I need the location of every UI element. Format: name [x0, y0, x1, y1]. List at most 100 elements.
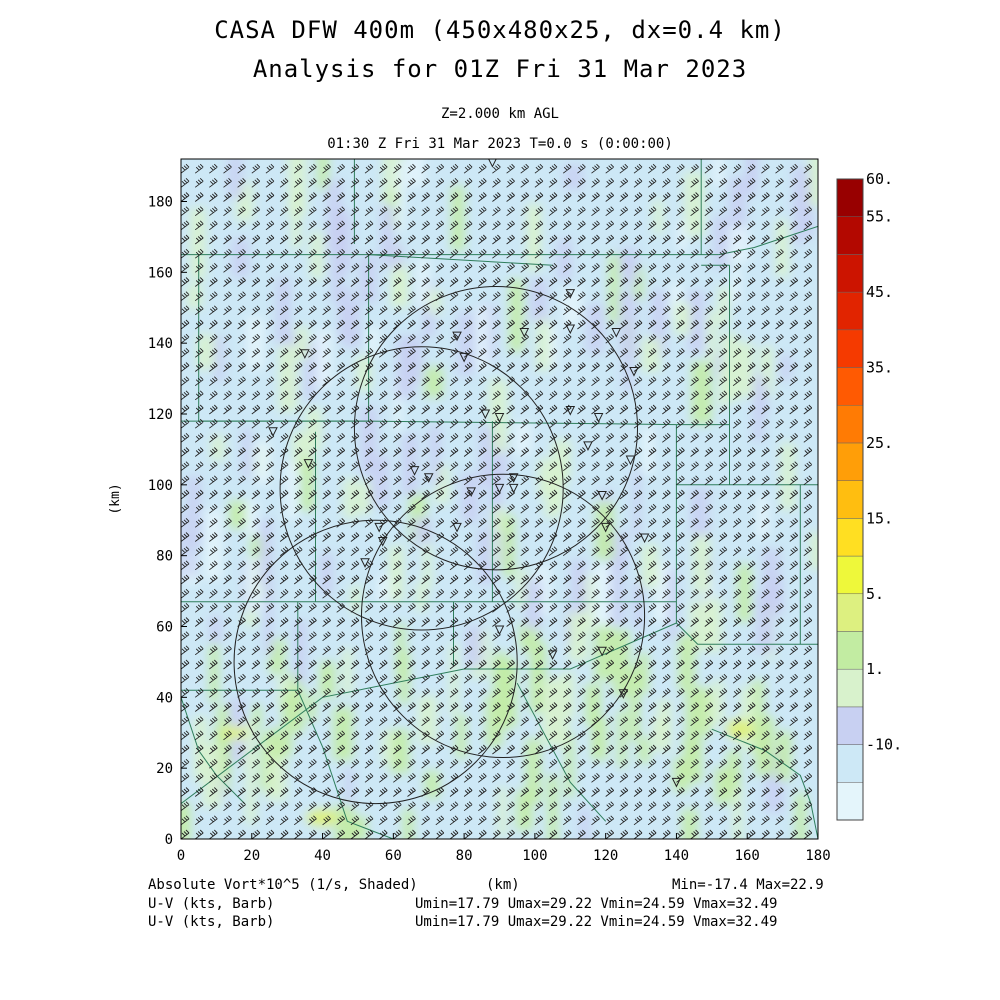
colorbar-swatch-14 — [836, 254, 864, 293]
station-marker-21 — [508, 483, 519, 494]
colorbar-swatch-3 — [836, 668, 864, 708]
colorbar-swatch-6 — [836, 555, 864, 595]
y-tick-label-4: 80 — [156, 549, 173, 565]
y-tick-label-0: 0 — [165, 832, 173, 848]
y-tick-label-7: 140 — [148, 336, 173, 352]
radar-ring-3 — [233, 519, 518, 805]
station-marker-18 — [423, 473, 434, 483]
station-marker-13 — [268, 427, 278, 437]
x-axis-unit: (km) — [486, 877, 520, 893]
wind-barb-field — [181, 159, 818, 839]
x-tick-label-5: 100 — [522, 848, 547, 860]
station-marker-4 — [519, 328, 530, 338]
station-marker-14 — [583, 441, 593, 451]
y-tick-label-5: 100 — [148, 478, 173, 494]
y-tick-label-6: 120 — [148, 407, 173, 423]
x-tick-label-3: 60 — [385, 848, 402, 860]
valid-time-label: 01:30 Z Fri 31 Mar 2023 T=0.0 s (0:00:00… — [327, 136, 673, 152]
plot-frame — [180, 158, 819, 840]
station-marker-22 — [466, 487, 476, 498]
station-marker-12 — [593, 413, 604, 423]
county-line-3 — [368, 254, 553, 266]
station-marker-32 — [597, 646, 607, 657]
station-marker-9 — [565, 405, 576, 416]
station-marker-2 — [565, 324, 576, 335]
colorbar-label-2: 45. — [866, 283, 893, 301]
station-marker-24 — [374, 522, 384, 533]
station-marker-26 — [600, 522, 611, 533]
colorbar-swatch-16 — [836, 178, 864, 217]
colorbar: 60. 55. 45. 35. 25. 15. 5. 1. -10. — [836, 170, 902, 821]
station-marker-23 — [597, 490, 607, 501]
x-tick-label-4: 80 — [456, 848, 473, 860]
station-marker-33 — [618, 689, 629, 699]
axes: 0 20 40 60 80 100 120 140 160 180 0 20 40 60 80 100 120 1… — [148, 158, 831, 860]
chart-title-line2: Analysis for 01Z Fri 31 Mar 2023 — [252, 55, 748, 83]
barb-label-1: U-V (kts, Barb) — [148, 896, 275, 912]
colorbar-swatch-15 — [836, 216, 864, 255]
colorbar-swatch-7 — [836, 518, 864, 557]
colorbar-swatch-4 — [836, 631, 864, 670]
x-tick-label-1: 20 — [243, 848, 260, 860]
station-marker-31 — [547, 650, 558, 660]
minmax-label: Min=-17.4 Max=22.9 — [672, 877, 824, 893]
county-line-19 — [676, 622, 818, 645]
y-axis-label: (km) — [108, 483, 123, 514]
station-marker-15 — [625, 455, 636, 466]
colorbar-label-0: 60. — [866, 170, 893, 188]
colorbar-frame — [836, 178, 864, 821]
station-marker-1 — [565, 289, 576, 299]
station-marker-17 — [409, 466, 420, 476]
level-label: Z=2.000 km AGL — [440, 106, 559, 122]
colorbar-label-5: 15. — [866, 509, 893, 527]
x-tick-label-2: 40 — [314, 848, 331, 860]
station-marker-7 — [300, 349, 310, 359]
station-marker-28 — [639, 533, 650, 544]
barb-stats-1: Umin=17.79 Umax=29.22 Vmin=24.59 Vmax=32… — [415, 896, 778, 912]
colorbar-label-4: 25. — [866, 434, 893, 452]
colorbar-swatch-13 — [836, 291, 864, 331]
x-tick-label-7: 140 — [664, 848, 689, 860]
station-marker-19 — [508, 473, 519, 483]
colorbar-swatch-5 — [836, 593, 864, 632]
colorbar-swatch-11 — [836, 367, 864, 406]
colorbar-label-6: 5. — [866, 585, 884, 603]
radar-ring-2 — [360, 473, 646, 759]
colorbar-label-3: 35. — [866, 359, 893, 377]
colorbar-swatch-1 — [836, 744, 864, 783]
y-tick-label-2: 40 — [156, 690, 173, 706]
station-marker-3 — [611, 328, 622, 338]
x-tick-label-8: 160 — [735, 848, 760, 860]
field-label: Absolute Vort*10^5 (1/s, Shaded) — [148, 877, 418, 893]
colorbar-label-8: -10. — [866, 736, 902, 754]
station-marker-10 — [480, 409, 491, 420]
x-tick-label-6: 120 — [593, 848, 618, 860]
chart-title-line1: CASA DFW 400m (450x480x25, dx=0.4 km) — [214, 16, 786, 44]
wind-barbs — [181, 159, 818, 839]
station-marker-8 — [629, 367, 639, 377]
radar-ring-0 — [353, 286, 639, 571]
colorbar-swatch-12 — [836, 329, 864, 368]
station-marker-20 — [494, 483, 505, 494]
stations — [268, 159, 682, 788]
county-line-24 — [711, 728, 818, 839]
y-tick-label-1: 20 — [156, 761, 173, 777]
station-marker-5 — [452, 331, 462, 342]
colorbar-swatch-10 — [836, 404, 864, 444]
colorbar-label-1: 55. — [866, 208, 893, 226]
y-tick-label-3: 60 — [156, 620, 173, 636]
station-marker-34 — [671, 777, 682, 788]
radar-ring-1 — [279, 346, 564, 631]
barb-stats-2: Umin=17.79 Umax=29.22 Vmin=24.59 Vmax=32… — [415, 914, 778, 930]
station-marker-6 — [459, 352, 469, 363]
radar-rings — [233, 286, 646, 805]
colorbar-label-7: 1. — [866, 660, 884, 678]
station-marker-29 — [360, 558, 370, 568]
y-tick-label-8: 160 — [148, 265, 173, 281]
colorbar-swatch-2 — [836, 706, 864, 745]
station-marker-27 — [377, 537, 388, 547]
x-tick-label-0: 0 — [177, 848, 185, 860]
x-tick-label-9: 180 — [805, 848, 830, 860]
station-marker-16 — [303, 459, 314, 469]
vorticity-chart: 0 20 40 60 80 100 120 140 160 180 0 20 40 60 80 100 120 1… — [108, 158, 902, 860]
